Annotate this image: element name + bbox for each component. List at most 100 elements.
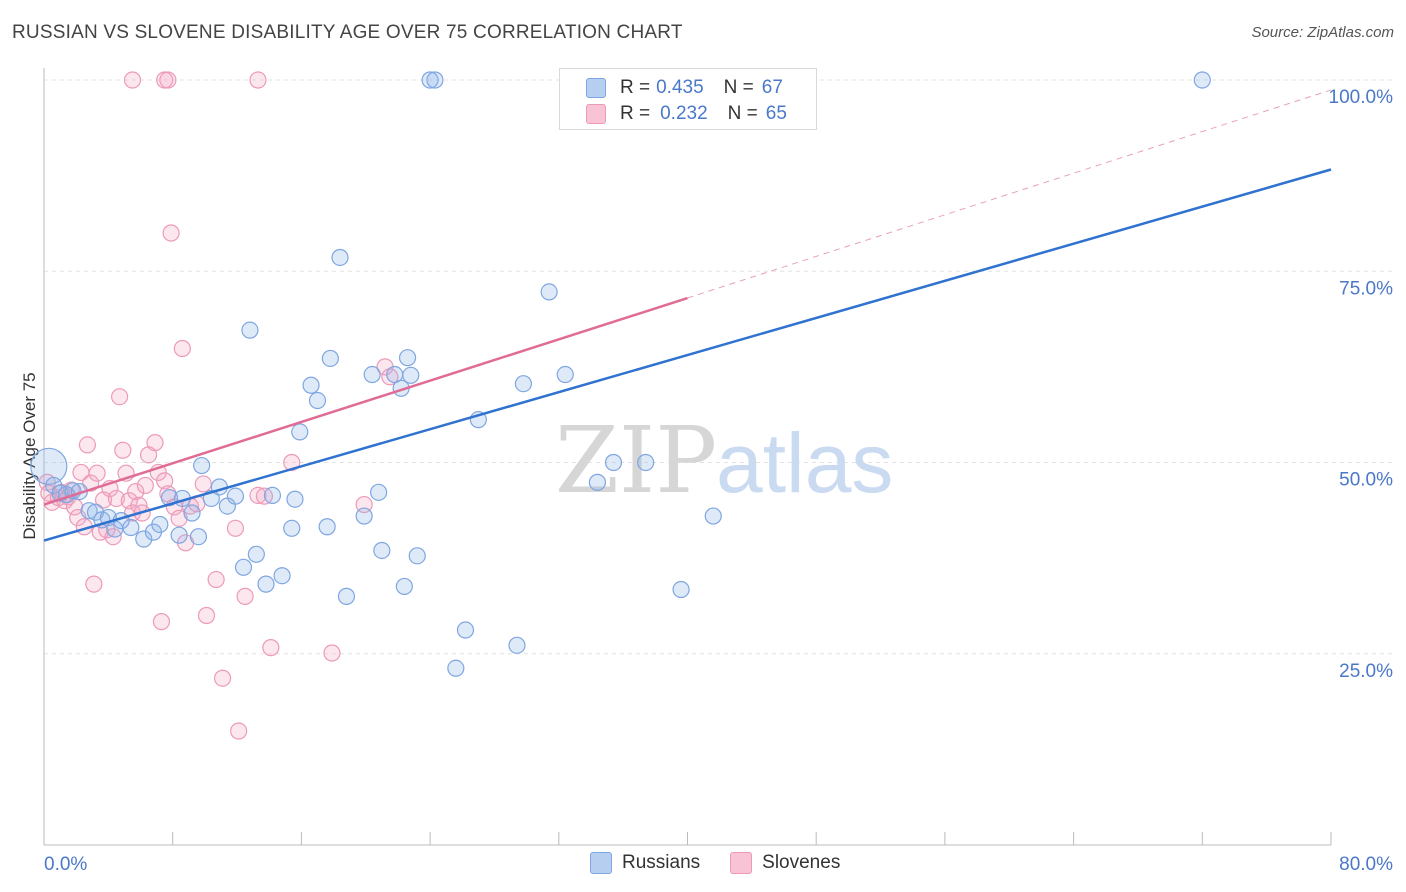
y-tick-label: 50.0% [1339,470,1393,491]
slovenes-point [107,489,125,508]
y-tick-labels: 100.0% 75.0% 50.0% 25.0% [1329,87,1394,682]
slovenes-trend-line [43,296,688,506]
slovenes-point [123,71,142,89]
y-tick-label: 75.0% [1339,278,1393,299]
slovenes-point [78,436,97,454]
slovenes-point [226,519,245,537]
russians-point [257,575,275,593]
russians-point [273,567,291,585]
slovenes-point [197,606,216,625]
slovenes-point [162,224,180,242]
slovenes-point [146,434,164,452]
russians-point [402,366,420,384]
legend-label-russians: Russians [622,852,701,873]
legend-r-label: R = [620,103,651,124]
russians-point [122,518,140,537]
russians-point [421,71,439,89]
russians-point [672,580,690,599]
russians-point [263,486,282,504]
russians-point [331,248,349,267]
swatch-slovenes [730,852,753,874]
russians-point [408,547,426,565]
russians-point [170,526,188,544]
russians-point [604,453,623,472]
source-label: Source: ZipAtlas.com [1251,24,1394,41]
watermark: ZIP atlas [555,407,893,514]
x-tick-label: 0.0% [44,854,87,875]
russians-point [588,473,607,491]
russians-point [160,489,179,507]
correlation-legend: R = 0.435 N = 67 R = 0.232 N = 65 [559,68,817,130]
russians-point [556,365,574,384]
slovenes-point [136,476,154,495]
russians-point [241,321,259,339]
slovenes-point [283,453,301,472]
legend-n-label: N = [723,77,754,98]
russians-point [226,487,245,505]
x-ticks [172,832,1332,845]
legend-n-value: 65 [765,103,787,124]
slovenes-point [262,639,280,657]
legend-r-value: 0.232 [660,103,708,124]
watermark-zip: ZIP [555,407,717,514]
legend-n-value: 67 [761,77,783,98]
legend-label-slovenes: Slovenes [762,852,841,873]
slovenes-point [159,71,177,89]
x-tick-label: 80.0% [1339,854,1393,875]
russians-point [234,558,253,576]
russians-point [337,587,356,605]
slovenes-point [249,486,267,504]
russians-point [398,349,417,367]
swatch-russians [590,852,612,874]
legend-r-value: 0.435 [656,77,704,98]
watermark-atlas: atlas [716,416,893,510]
russians-point [286,490,304,508]
legend-row-russians: R = 0.435 N = 67 [586,75,783,101]
russians-point [373,541,391,560]
slovenes-point [88,464,106,482]
slovenes-point [85,575,103,593]
russians-point [308,391,327,410]
russians-point [637,453,655,472]
slovenes-point [213,669,232,687]
slovenes-point [111,388,129,406]
slovenes-point [127,482,145,501]
russians-point [247,545,265,563]
x-tick-labels: 0.0% 80.0% [44,854,1393,875]
russians-point [456,621,475,639]
russians-point [193,456,211,475]
legend-r-label: R = [620,77,651,98]
slovenes-point [170,509,188,527]
russians-point [514,375,533,393]
legend-swatch-russians [586,78,606,98]
russians-trend-line [43,168,1332,542]
russians-point [183,504,201,522]
slovenes-point [236,587,254,605]
legend-row-slovenes: R = 0.232 N = 65 [586,101,787,127]
russians-point [189,528,208,546]
russians-point [395,577,413,596]
russians-point [151,515,169,534]
slovenes-point [194,475,212,493]
russians-point [508,636,526,654]
russians-point [426,71,444,89]
russians-point [321,349,339,368]
slovenes-point [230,722,248,740]
slovenes-point [249,71,267,89]
legend-swatch-slovenes [586,104,606,124]
russians-point [704,507,722,525]
slovenes-trend-extension [687,89,1332,299]
slovenes-point [323,644,341,662]
russians-point [363,365,381,384]
slovenes-point [156,472,174,490]
russians-point [540,283,558,301]
russians-point [1193,71,1211,89]
russians-point [291,423,309,441]
slovenes-point [173,339,191,358]
y-tick-label: 25.0% [1339,661,1393,682]
russians-point [135,530,153,548]
trend-lines [43,89,1332,542]
russians-point [302,376,320,394]
y-tick-label: 100.0% [1329,87,1394,108]
